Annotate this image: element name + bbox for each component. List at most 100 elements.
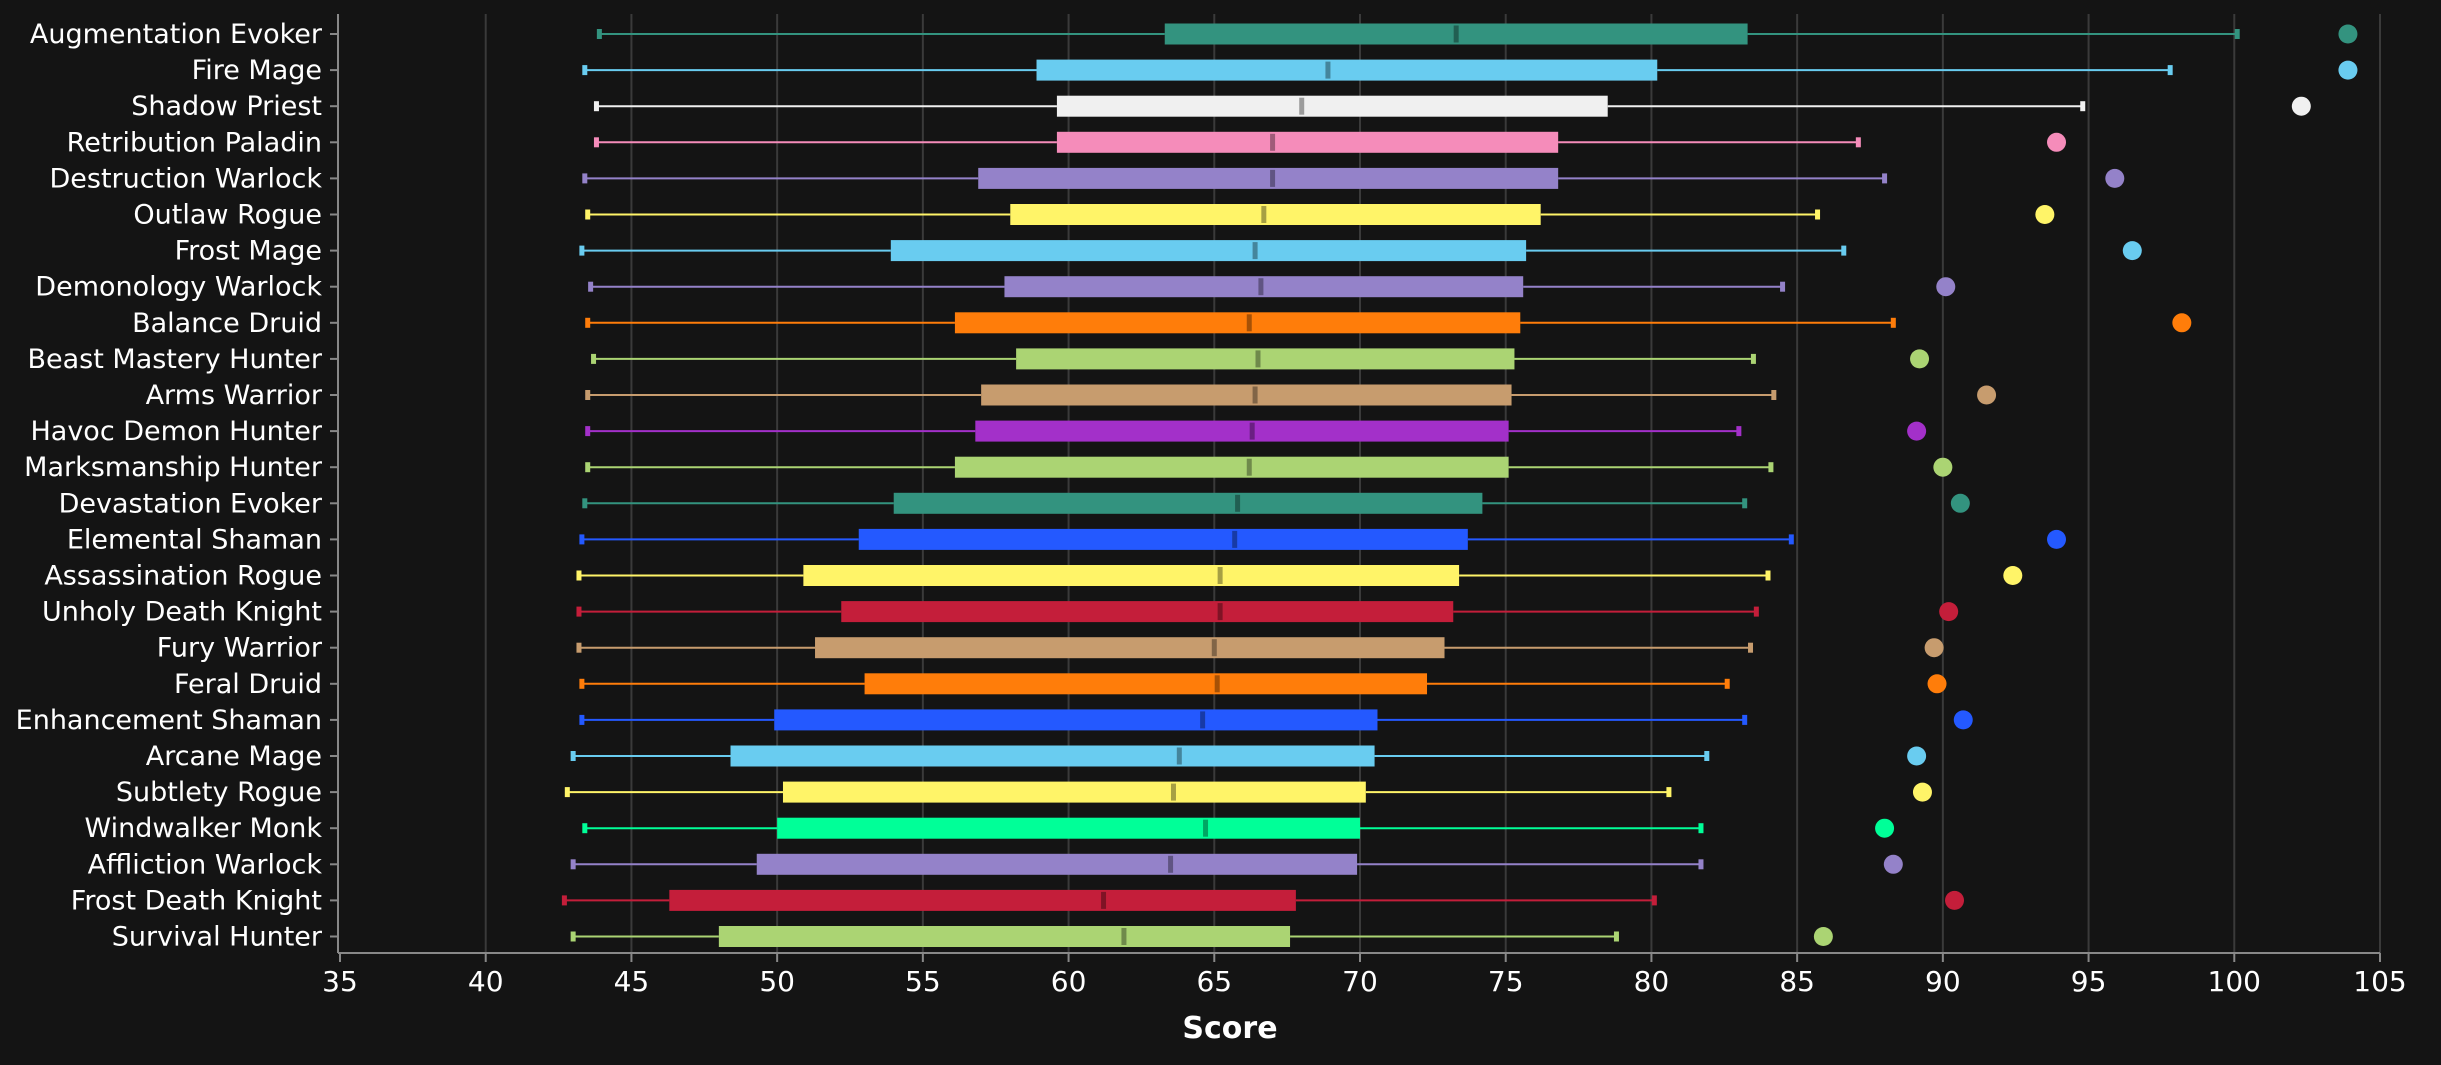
- median-mark: [1299, 97, 1305, 115]
- box-iqr: [803, 565, 1460, 586]
- median-mark: [1217, 567, 1223, 584]
- box-row: [564, 781, 1932, 803]
- outlier-point: [1912, 782, 1932, 802]
- box-row: [576, 637, 1944, 659]
- median-mark: [1211, 639, 1217, 657]
- whisker-low-cap: [576, 606, 582, 617]
- whisker-high-cap: [1742, 498, 1748, 509]
- whisker-low-cap: [564, 787, 570, 798]
- category-label: Shadow Priest: [131, 91, 322, 122]
- whisker-high-cap: [1771, 390, 1777, 400]
- whisker-low-cap: [585, 209, 591, 220]
- whisker-low-cap: [579, 678, 585, 689]
- box-row: [576, 565, 2023, 586]
- median-mark: [1258, 278, 1264, 296]
- outlier-point: [2105, 168, 2125, 188]
- box-iqr: [1016, 348, 1515, 370]
- whisker-low-cap: [561, 895, 567, 906]
- whisker-low-cap: [591, 353, 597, 364]
- median-mark: [1325, 61, 1331, 79]
- category-label: Demonology Warlock: [35, 272, 322, 303]
- whisker-low-cap: [582, 65, 588, 76]
- box-iqr: [669, 889, 1296, 911]
- whisker-high-cap: [1841, 245, 1847, 256]
- box-iqr: [954, 456, 1509, 478]
- outlier-point: [2172, 313, 2192, 333]
- median-mark: [1246, 458, 1252, 476]
- whisker-high-cap: [1736, 426, 1742, 437]
- box-iqr: [893, 492, 1483, 514]
- whisker-low-cap: [596, 29, 602, 39]
- whisker-high-cap: [1768, 462, 1774, 473]
- median-mark: [1168, 855, 1174, 873]
- box-row: [579, 528, 2067, 550]
- category-label: Devastation Evoker: [59, 488, 323, 519]
- box-iqr: [978, 167, 1559, 189]
- outlier-point: [1953, 710, 1973, 730]
- box-iqr: [864, 673, 1428, 695]
- box-row: [585, 312, 2192, 334]
- whisker-high-cap: [1780, 281, 1786, 292]
- box-row: [596, 23, 2358, 45]
- axes: 35 40 45 50 55 60 65 70 75 80 85 90 95 100 105: [322, 14, 2407, 998]
- median-mark: [1176, 747, 1182, 765]
- whisker-low-cap: [576, 642, 582, 653]
- x-tick-label: 105: [2353, 965, 2406, 998]
- x-tick-label: 100: [2208, 965, 2261, 998]
- box-iqr: [1056, 95, 1608, 117]
- whisker-high-cap: [1698, 859, 1704, 870]
- whisker-low-cap: [579, 534, 585, 545]
- box-row: [579, 673, 1947, 695]
- median-mark: [1255, 350, 1261, 368]
- median-mark: [1261, 206, 1267, 223]
- outlier-point: [2291, 96, 2311, 116]
- median-mark: [1214, 675, 1220, 693]
- whisker-low-cap: [570, 859, 576, 870]
- box-iqr: [1164, 23, 1748, 45]
- category-label: Outlaw Rogue: [133, 200, 322, 231]
- box-iqr: [782, 781, 1366, 803]
- box-iqr: [975, 420, 1509, 442]
- outlier-point: [1945, 890, 1965, 910]
- box-row: [579, 240, 2142, 262]
- outlier-point: [1939, 602, 1959, 622]
- x-tick-label: 70: [1342, 965, 1378, 998]
- category-label: Frost Mage: [175, 236, 322, 267]
- category-label: Retribution Paladin: [67, 127, 322, 158]
- median-mark: [1203, 819, 1209, 837]
- outlier-point: [1910, 349, 1930, 369]
- box-row: [585, 384, 1997, 406]
- category-label: Beast Mastery Hunter: [27, 344, 322, 375]
- outlier-point: [1813, 927, 1833, 946]
- whisker-high-cap: [1890, 317, 1896, 328]
- box-row: [570, 745, 1927, 767]
- category-label: Fury Warrior: [157, 633, 323, 664]
- whisker-high-cap: [1815, 209, 1821, 220]
- whisker-high-cap: [1753, 606, 1759, 617]
- median-mark: [1200, 711, 1206, 729]
- whisker-high-cap: [1698, 823, 1704, 834]
- whisker-low-cap: [582, 173, 588, 184]
- median-mark: [1453, 25, 1459, 43]
- median-mark: [1217, 603, 1223, 621]
- category-label: Enhancement Shaman: [16, 705, 322, 736]
- outlier-point: [1936, 277, 1956, 297]
- box-iqr: [1056, 131, 1559, 153]
- x-tick-label: 65: [1196, 965, 1232, 998]
- box-iqr: [981, 384, 1512, 406]
- outlier-point: [1883, 854, 1903, 874]
- outlier-point: [2338, 60, 2358, 80]
- outlier-point: [2338, 24, 2358, 44]
- category-label: Feral Druid: [174, 669, 322, 700]
- box-iqr: [841, 601, 1454, 623]
- whisker-low-cap: [585, 390, 591, 400]
- box-iqr: [890, 240, 1527, 262]
- box-iqr: [777, 817, 1360, 839]
- whisker-high-cap: [1651, 895, 1657, 906]
- outlier-point: [1907, 746, 1927, 766]
- box-row: [582, 492, 1970, 514]
- whisker-low-cap: [570, 751, 576, 761]
- box-row: [585, 420, 1927, 442]
- box-row: [593, 131, 2067, 153]
